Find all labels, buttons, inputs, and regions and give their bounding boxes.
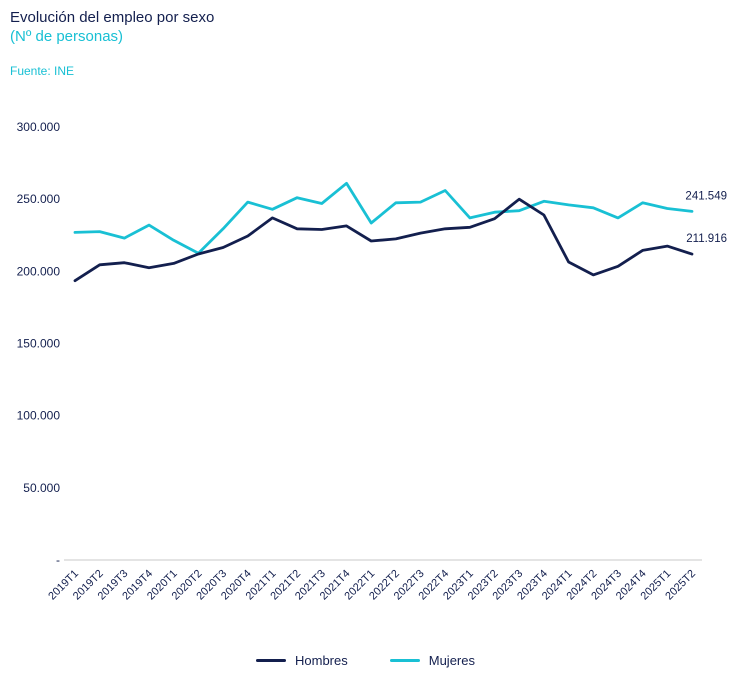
svg-text:211.916: 211.916 [686, 233, 727, 245]
svg-text:150.000: 150.000 [17, 337, 61, 351]
svg-text:100.000: 100.000 [17, 409, 61, 423]
chart-subtitle: (Nº de personas) [10, 28, 124, 45]
mujeres-line-swatch [389, 659, 420, 662]
chart-header: Evolución del empleo por sexo (Nº de per… [10, 8, 214, 78]
svg-text:-: - [56, 553, 60, 567]
legend-item-hombres: Hombres [256, 653, 348, 668]
svg-text:241.549: 241.549 [685, 190, 727, 202]
svg-text:200.000: 200.000 [17, 264, 61, 278]
legend-label-hombres: Hombres [295, 653, 348, 668]
chart-source: Fuente: INE [10, 64, 75, 78]
svg-text:50.000: 50.000 [23, 481, 60, 495]
chart-title: Evolución del empleo por sexo [10, 9, 215, 26]
legend-label-mujeres: Mujeres [428, 653, 475, 668]
legend: Hombres Mujeres [0, 653, 731, 668]
hombres-line-swatch [256, 659, 286, 662]
legend-item-mujeres: Mujeres [389, 653, 475, 668]
svg-text:250.000: 250.000 [17, 192, 61, 206]
svg-text:300.000: 300.000 [17, 120, 61, 134]
